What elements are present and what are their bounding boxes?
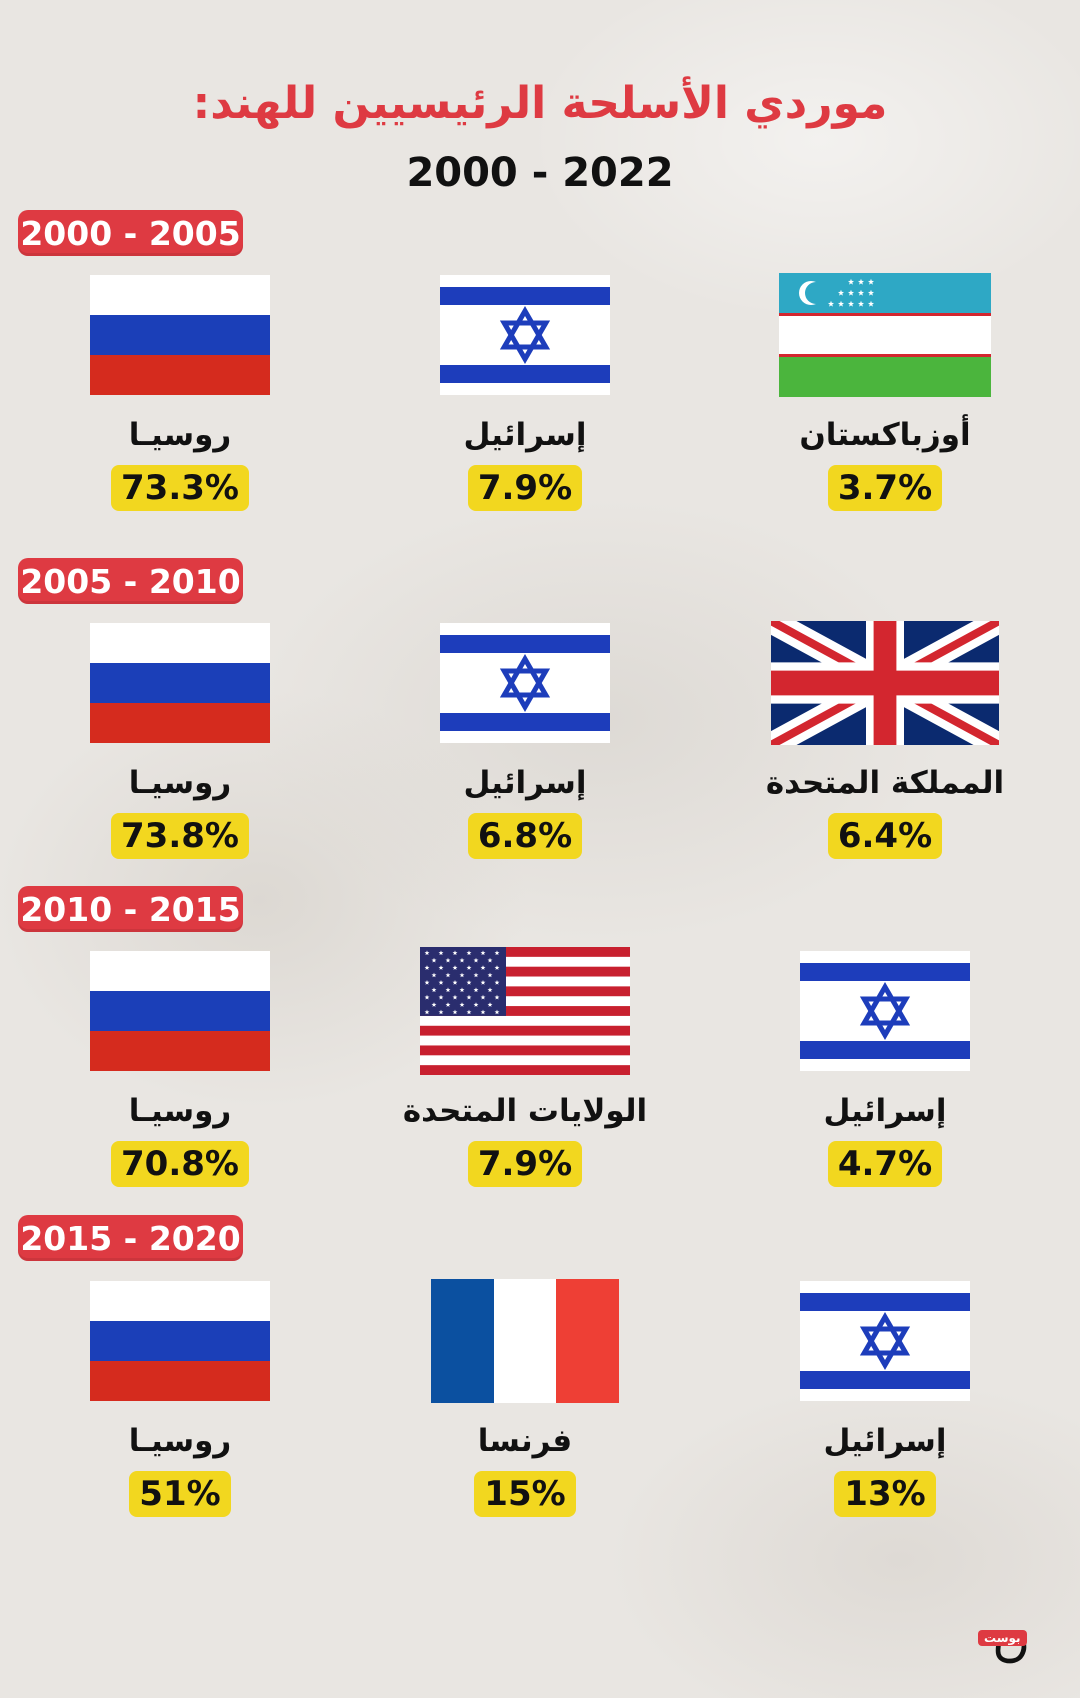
france-flag-icon (431, 1278, 619, 1403)
country-name: الولايات المتحدة (402, 1093, 648, 1129)
russia-flag-icon (90, 950, 270, 1071)
russia-flag-icon (90, 274, 270, 395)
supplier-card: روسيـا 70.8% (30, 948, 330, 1187)
supplier-card: روسيـا 73.8% (30, 620, 330, 859)
supplier-percent: 7.9% (467, 1141, 583, 1187)
country-name: روسيـا (128, 417, 232, 453)
supplier-percent: 7.9% (467, 465, 583, 511)
supplier-card: إسرائيل 6.8% (375, 620, 675, 859)
supplier-percent: 3.7% (827, 465, 943, 511)
supplier-card: إسرائيل 13% (735, 1278, 1035, 1517)
period-badge-2010-2015: 2010 - 2015 (18, 886, 243, 932)
usa-flag-icon (420, 946, 630, 1075)
supplier-card: روسيـا 73.3% (30, 272, 330, 511)
supplier-percent: 73.3% (111, 465, 249, 511)
israel-flag-icon (800, 1280, 970, 1401)
supplier-card: إسرائيل 4.7% (735, 948, 1035, 1187)
country-name: روسيـا (128, 1423, 232, 1459)
supplier-card: الولايات المتحدة 7.9% (375, 946, 675, 1187)
uzbekistan-flag-icon (779, 272, 991, 397)
period-badge-2000-2005: 2000 - 2005 (18, 210, 243, 256)
brand-logo: ن بوست (978, 1612, 1058, 1672)
supplier-card: روسيـا 51% (30, 1278, 330, 1517)
country-name: روسيـا (128, 765, 232, 801)
supplier-percent: 70.8% (111, 1141, 249, 1187)
country-name: إسرائيل (823, 1093, 947, 1129)
supplier-percent: 73.8% (111, 813, 249, 859)
supplier-percent: 51% (129, 1471, 231, 1517)
country-name: إسرائيل (823, 1423, 947, 1459)
country-name: إسرائيل (463, 417, 587, 453)
supplier-percent: 15% (474, 1471, 576, 1517)
country-name: فرنسا (477, 1423, 573, 1459)
supplier-card: إسرائيل 7.9% (375, 272, 675, 511)
supplier-card: فرنسا 15% (375, 1278, 675, 1517)
period-badge-2005-2010: 2005 - 2010 (18, 558, 243, 604)
country-name: روسيـا (128, 1093, 232, 1129)
russia-flag-icon (90, 622, 270, 743)
supplier-card: أوزباكستان 3.7% (735, 272, 1035, 511)
supplier-percent: 6.8% (467, 813, 583, 859)
page-subtitle: 2000 - 2022 (406, 150, 674, 196)
period-badge-2015-2020: 2015 - 2020 (18, 1215, 243, 1261)
supplier-percent: 4.7% (827, 1141, 943, 1187)
supplier-card: المملكة المتحدة 6.4% (735, 620, 1035, 859)
logo-tag: بوست (978, 1630, 1027, 1646)
uk-flag-icon (771, 620, 999, 745)
israel-flag-icon (440, 274, 610, 395)
israel-flag-icon (440, 622, 610, 743)
supplier-percent: 13% (834, 1471, 936, 1517)
israel-flag-icon (800, 950, 970, 1071)
country-name: إسرائيل (463, 765, 587, 801)
page-title: موردي الأسلحة الرئيسيين للهند: (192, 78, 888, 129)
country-name: المملكة المتحدة (765, 765, 1005, 801)
supplier-percent: 6.4% (827, 813, 943, 859)
russia-flag-icon (90, 1280, 270, 1401)
country-name: أوزباكستان (799, 417, 971, 453)
